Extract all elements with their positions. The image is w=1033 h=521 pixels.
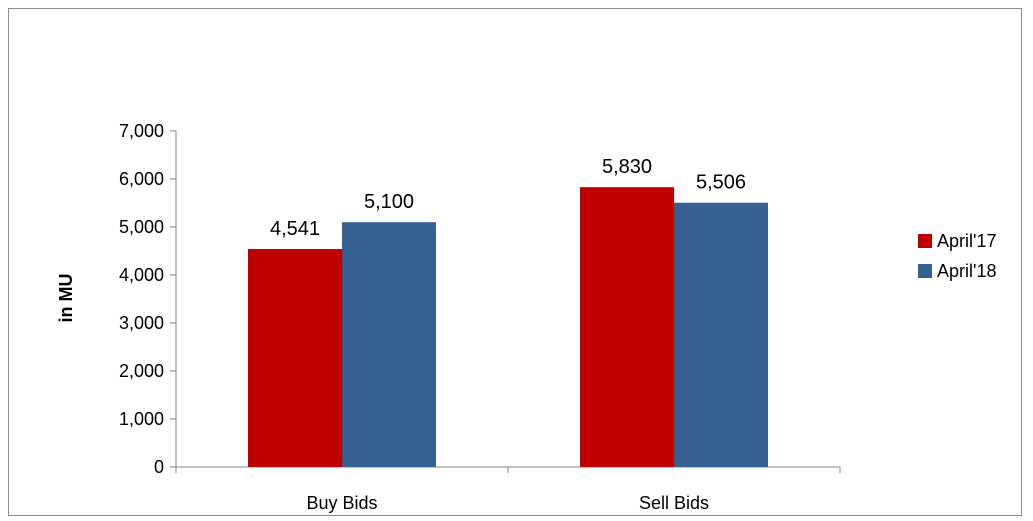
chart-frame (8, 8, 1022, 516)
y-tick-label: 5,000 (119, 217, 164, 237)
legend: April'17 April'18 (918, 231, 996, 281)
data-label: 5,830 (602, 156, 652, 178)
data-label: 4,541 (270, 218, 320, 240)
y-tick-label: 0 (154, 457, 164, 477)
x-tick-label: Sell Bids (639, 493, 709, 513)
bar (342, 222, 436, 467)
y-tick-label: 6,000 (119, 169, 164, 189)
bars (248, 187, 768, 467)
y-tick-label: 2,000 (119, 361, 164, 381)
y-tick-label: 3,000 (119, 313, 164, 333)
legend-label: April'18 (937, 261, 996, 281)
data-label: 5,100 (364, 191, 414, 213)
data-label: 5,506 (696, 172, 746, 194)
bar (248, 249, 342, 467)
y-tick-label: 4,000 (119, 265, 164, 285)
legend-swatch (918, 234, 932, 248)
data-labels: 4,541 5,100 5,830 5,506 (270, 156, 746, 240)
bar (674, 202, 768, 467)
legend-swatch (918, 264, 932, 278)
bar (580, 187, 674, 467)
y-axis: 0 1,000 2,000 3,000 4,000 5,000 6,000 7,000 (119, 121, 177, 477)
legend-label: April'17 (937, 231, 996, 251)
y-axis-label: in MU (56, 274, 76, 323)
x-tick-label: Buy Bids (306, 493, 377, 513)
y-tick-label: 7,000 (119, 121, 164, 141)
y-tick-label: 1,000 (119, 409, 164, 429)
x-axis: Buy Bids Sell Bids (175, 466, 841, 513)
